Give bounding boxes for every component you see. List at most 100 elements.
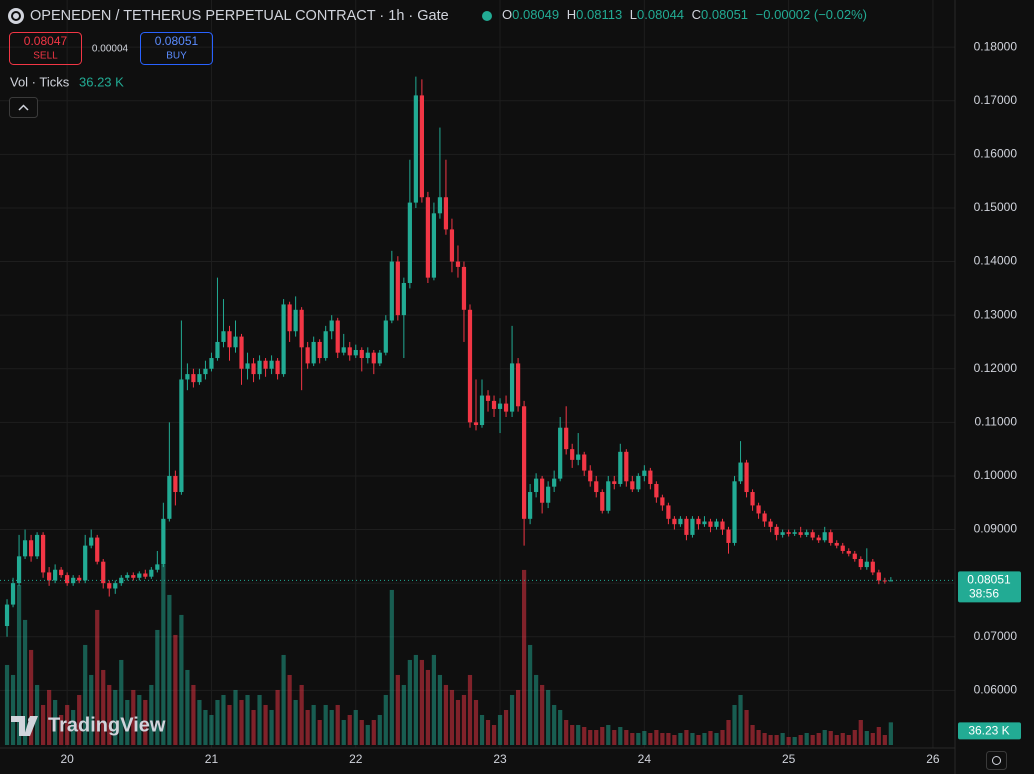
- candle-body: [768, 521, 773, 527]
- volume-bar: [305, 709, 310, 745]
- settings-icon: [992, 756, 1001, 765]
- candle-body: [131, 575, 136, 578]
- candle-body: [431, 213, 437, 278]
- candle-body: [215, 341, 220, 359]
- candle-body: [792, 532, 797, 534]
- candle-body: [101, 561, 106, 584]
- candle-body: [600, 492, 605, 511]
- candle-body: [245, 363, 250, 369]
- legend-value: 0.08044: [637, 7, 684, 22]
- candle-body: [305, 347, 310, 364]
- volume-bar: [882, 734, 887, 745]
- collapse-button[interactable]: [9, 97, 38, 118]
- candle-body: [672, 518, 677, 525]
- candle-body: [59, 569, 64, 576]
- volume-bar: [329, 709, 334, 745]
- candle-body: [107, 583, 112, 589]
- candle-body: [726, 529, 731, 543]
- volume-bar: [281, 654, 286, 745]
- volume-bar: [359, 719, 364, 745]
- volume-bar: [119, 659, 124, 745]
- legend-change: −0.00002 (−0.02%): [756, 7, 867, 22]
- candle-body: [780, 532, 785, 535]
- watermark-logo: [28, 717, 34, 723]
- candle-body: [473, 422, 479, 426]
- candle-body: [149, 569, 154, 577]
- volume-bar: [449, 689, 455, 745]
- candle-body: [185, 374, 190, 380]
- volume-bar: [846, 734, 851, 745]
- candle-body: [588, 470, 593, 482]
- symbol-title[interactable]: OPENEDEN / TETHERUS PERPETUAL CONTRACT ·…: [30, 8, 449, 24]
- x-tick-label: 21: [205, 752, 219, 766]
- candle-body: [846, 550, 851, 554]
- candle-body: [744, 462, 749, 493]
- volume-bar: [71, 709, 76, 745]
- buy-price: 0.08051: [155, 34, 199, 48]
- volume-bar: [588, 729, 593, 745]
- volume-bar: [858, 719, 863, 745]
- volume-bar: [401, 684, 406, 745]
- candle-body: [497, 403, 503, 409]
- volume-bar: [34, 684, 40, 745]
- candle-body: [654, 483, 659, 498]
- candle-body: [299, 309, 304, 348]
- volume-bar: [888, 722, 893, 745]
- spread: 0.00004: [92, 44, 129, 55]
- candle-body: [870, 561, 875, 573]
- volume-bar: [491, 724, 497, 745]
- candle-body: [83, 545, 88, 581]
- candle-body: [485, 395, 491, 401]
- candle-body: [221, 331, 226, 342]
- x-tick-label: 26: [926, 752, 940, 766]
- volume-bar: [786, 736, 791, 745]
- grid: [0, 0, 955, 748]
- candle-body: [89, 537, 94, 546]
- volume-bar: [4, 664, 10, 745]
- volume-bar: [497, 714, 503, 745]
- candle-body: [618, 451, 623, 484]
- volume-bar: [431, 654, 437, 745]
- y-tick-label: 0.14000: [974, 254, 1018, 268]
- volume-bar: [690, 732, 695, 745]
- volume-bar: [600, 726, 605, 745]
- candle-body: [756, 505, 761, 514]
- volume-bar: [828, 730, 833, 745]
- candle-body: [612, 481, 617, 484]
- sell-button[interactable]: [9, 32, 82, 65]
- candle-body: [816, 537, 821, 541]
- candle-body: [515, 363, 521, 407]
- volume-bar: [59, 714, 64, 745]
- settings-button[interactable]: [986, 751, 1007, 770]
- candle-body: [594, 481, 599, 493]
- candle-body: [864, 561, 869, 568]
- candle-body: [389, 261, 394, 321]
- candle-body: [678, 518, 683, 525]
- price-label-box: [958, 571, 1021, 603]
- volume-bar: [413, 654, 418, 745]
- candle-body: [822, 532, 827, 541]
- candle-body: [377, 352, 382, 364]
- candle-body: [119, 577, 124, 584]
- candle-body: [684, 518, 689, 535]
- x-tick-label: 22: [349, 752, 363, 766]
- candle-body: [95, 537, 100, 562]
- watermark: TradingView: [11, 714, 166, 736]
- candle-body: [113, 583, 118, 589]
- volume-bar: [161, 564, 166, 745]
- volume-bar: [515, 689, 521, 745]
- countdown: 38:56: [969, 587, 999, 601]
- price-label: 0.08051: [967, 573, 1011, 587]
- candle-body: [407, 202, 412, 283]
- volume-bar: [461, 694, 467, 745]
- volume-bar: [684, 729, 689, 745]
- buy-button[interactable]: [140, 32, 213, 65]
- volume-bar: [191, 684, 196, 745]
- volume-bar: [107, 684, 112, 745]
- volume-bar: [365, 724, 370, 745]
- volume-label-box: [958, 722, 1021, 740]
- volume-bar: [65, 704, 70, 745]
- candle-body: [888, 580, 893, 582]
- volume-bar: [395, 674, 400, 745]
